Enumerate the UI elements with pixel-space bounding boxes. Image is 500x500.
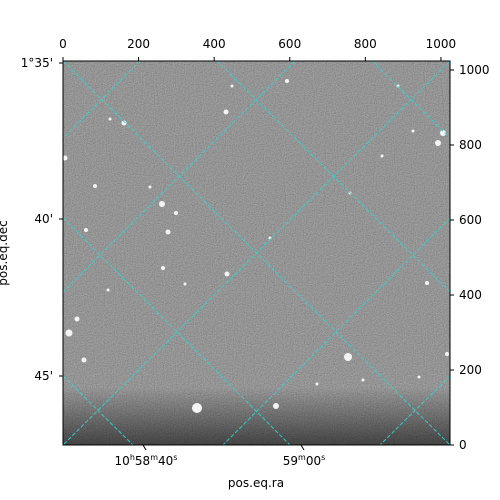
x-tick-label: 200	[127, 37, 150, 51]
x-tick-label: 0	[59, 37, 67, 51]
star	[273, 403, 279, 409]
grid-line	[63, 61, 296, 293]
ra-axis-bottom: 10h58m40s 59m00s	[115, 444, 326, 468]
y-tick-label: 0	[459, 438, 467, 452]
star	[65, 329, 73, 337]
star	[425, 281, 429, 285]
pixel-y-axis-right: 0 200 400 600 800 1000	[450, 63, 490, 452]
coordinate-grid	[63, 61, 450, 445]
ra-tick-mark	[142, 444, 147, 451]
plot-frame	[62, 60, 451, 446]
y-tick-label: 1000	[459, 63, 490, 77]
star	[148, 185, 152, 189]
x-tick-label: 1000	[426, 37, 457, 51]
sky-image	[63, 61, 450, 445]
star	[159, 201, 165, 207]
star-field	[63, 79, 449, 413]
ra-tick-label: 10h58m40s	[115, 453, 178, 468]
x-tick-label: 800	[354, 37, 377, 51]
grid-line	[222, 217, 450, 445]
star	[81, 357, 87, 363]
star	[380, 154, 384, 158]
ra-tick-mark	[300, 444, 305, 451]
star	[344, 353, 352, 361]
star	[63, 155, 68, 161]
star	[445, 352, 449, 356]
star	[417, 375, 421, 379]
y-tick-label: 400	[459, 288, 482, 302]
star	[161, 266, 165, 270]
y-tick-label: 800	[459, 138, 482, 152]
ra-tick-label: 59m00s	[283, 453, 326, 468]
pixel-x-axis-top: 0 200 400 600 800 1000	[59, 37, 456, 61]
star	[285, 79, 289, 83]
star	[174, 211, 178, 215]
star	[183, 282, 187, 286]
x-tick-label: 400	[203, 37, 226, 51]
x-tick-label: 600	[278, 37, 301, 51]
x-axis-label: pos.eq.ra	[228, 476, 284, 490]
grid-line	[63, 217, 291, 445]
star	[74, 316, 80, 322]
dec-axis-left: 1°35' 40' 45'	[21, 56, 63, 383]
star	[108, 117, 112, 121]
grid-line	[63, 61, 450, 445]
star	[84, 228, 88, 232]
dec-tick-label: 40'	[34, 212, 53, 226]
grid-line	[63, 375, 134, 445]
star	[435, 140, 441, 146]
grid-line	[63, 61, 141, 139]
star	[440, 130, 446, 136]
dec-tick-label: 45'	[34, 369, 53, 383]
star	[223, 109, 229, 115]
y-axis-label: pos.eq.dec	[0, 220, 10, 285]
star	[230, 84, 234, 88]
y-tick-label: 200	[459, 363, 482, 377]
grid-line	[379, 375, 450, 445]
star	[93, 184, 97, 188]
star	[121, 120, 127, 126]
star	[106, 288, 110, 292]
star	[411, 129, 415, 133]
star	[224, 271, 230, 277]
star	[192, 403, 202, 413]
y-tick-label: 600	[459, 213, 482, 227]
star	[165, 229, 171, 235]
star	[361, 378, 365, 382]
dec-tick-label: 1°35'	[21, 56, 53, 70]
star	[315, 382, 319, 386]
